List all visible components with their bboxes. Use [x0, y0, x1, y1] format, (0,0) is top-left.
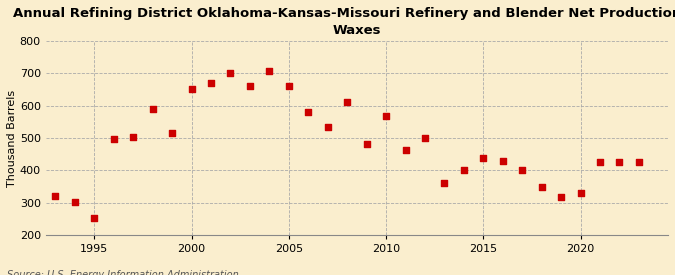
- Point: [322, 125, 333, 129]
- Point: [614, 160, 625, 164]
- Point: [50, 194, 61, 199]
- Point: [342, 100, 352, 104]
- Title: Annual Refining District Oklahoma-Kansas-Missouri Refinery and Blender Net Produ: Annual Refining District Oklahoma-Kansas…: [13, 7, 675, 37]
- Point: [420, 136, 431, 140]
- Point: [167, 131, 178, 135]
- Point: [497, 159, 508, 164]
- Point: [595, 160, 605, 164]
- Point: [575, 190, 586, 195]
- Point: [381, 114, 392, 118]
- Point: [439, 181, 450, 186]
- Point: [556, 195, 566, 199]
- Point: [186, 87, 197, 91]
- Point: [361, 142, 372, 146]
- Text: Source: U.S. Energy Information Administration: Source: U.S. Energy Information Administ…: [7, 271, 238, 275]
- Point: [536, 185, 547, 189]
- Point: [478, 155, 489, 160]
- Point: [147, 107, 158, 111]
- Point: [128, 135, 138, 140]
- Point: [206, 81, 217, 85]
- Point: [244, 84, 255, 89]
- Point: [89, 216, 100, 220]
- Point: [633, 160, 644, 164]
- Point: [109, 136, 119, 141]
- Point: [517, 168, 528, 173]
- Point: [264, 69, 275, 73]
- Point: [400, 148, 411, 153]
- Point: [284, 84, 294, 89]
- Point: [458, 168, 469, 173]
- Point: [70, 200, 80, 204]
- Point: [225, 71, 236, 75]
- Point: [303, 110, 314, 114]
- Y-axis label: Thousand Barrels: Thousand Barrels: [7, 90, 17, 187]
